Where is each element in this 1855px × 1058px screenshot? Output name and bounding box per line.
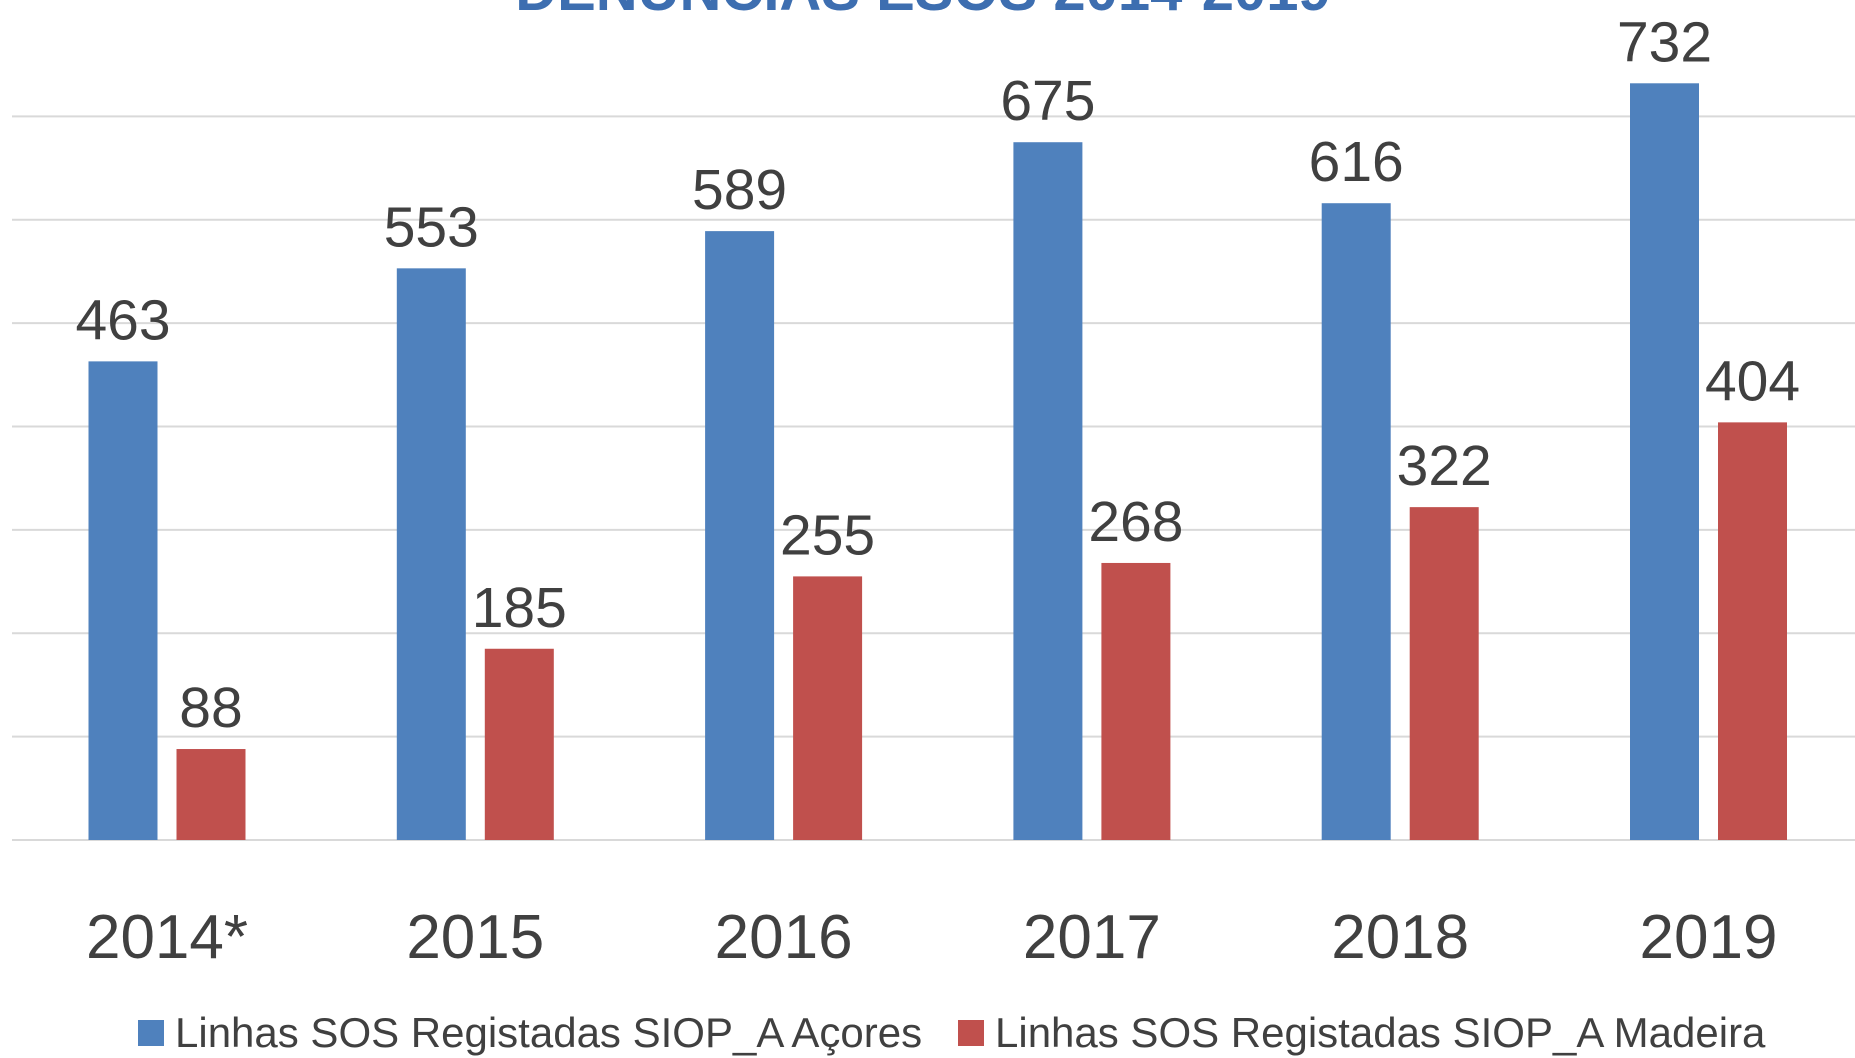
- bar: [89, 361, 158, 840]
- bar: [793, 576, 862, 840]
- legend-swatch: [138, 1020, 164, 1046]
- value-label: 88: [179, 676, 242, 740]
- bar: [705, 231, 774, 840]
- bar: [1630, 83, 1699, 840]
- value-label: 589: [692, 158, 787, 222]
- chart-title: DENÚNCIAS ESOS 2014-2019: [515, 0, 1331, 23]
- x-tick-label: 2017: [1023, 903, 1161, 972]
- bar: [1013, 142, 1082, 840]
- value-label: 255: [780, 503, 875, 567]
- bar: [177, 749, 246, 840]
- chart: DENÚNCIAS ESOS 2014-2019 2014* 463 88 2015 5…: [0, 0, 1855, 1058]
- x-tick-label: 2015: [406, 903, 544, 972]
- value-label: 553: [384, 195, 479, 259]
- bar: [1410, 507, 1479, 840]
- value-label: 463: [75, 288, 170, 352]
- value-label: 404: [1705, 349, 1800, 413]
- x-tick-label: 2014*: [86, 903, 248, 972]
- bar: [1322, 203, 1391, 840]
- value-label: 322: [1397, 434, 1492, 498]
- value-label: 268: [1088, 490, 1183, 554]
- x-tick-label: 2018: [1331, 903, 1469, 972]
- bar: [1101, 563, 1170, 840]
- value-label: 616: [1309, 130, 1404, 194]
- value-label: 675: [1000, 69, 1095, 133]
- bar: [485, 649, 554, 840]
- bar: [397, 268, 466, 840]
- legend-label: Linhas SOS Registadas SIOP_A Madeira: [995, 1009, 1766, 1056]
- legend-swatch: [958, 1020, 984, 1046]
- x-tick-label: 2016: [715, 903, 853, 972]
- x-tick-label: 2019: [1640, 903, 1778, 972]
- value-label: 732: [1617, 10, 1712, 74]
- bar: [1718, 422, 1787, 840]
- legend-label: Linhas SOS Registadas SIOP_A Açores: [175, 1009, 922, 1056]
- value-label: 185: [472, 576, 567, 640]
